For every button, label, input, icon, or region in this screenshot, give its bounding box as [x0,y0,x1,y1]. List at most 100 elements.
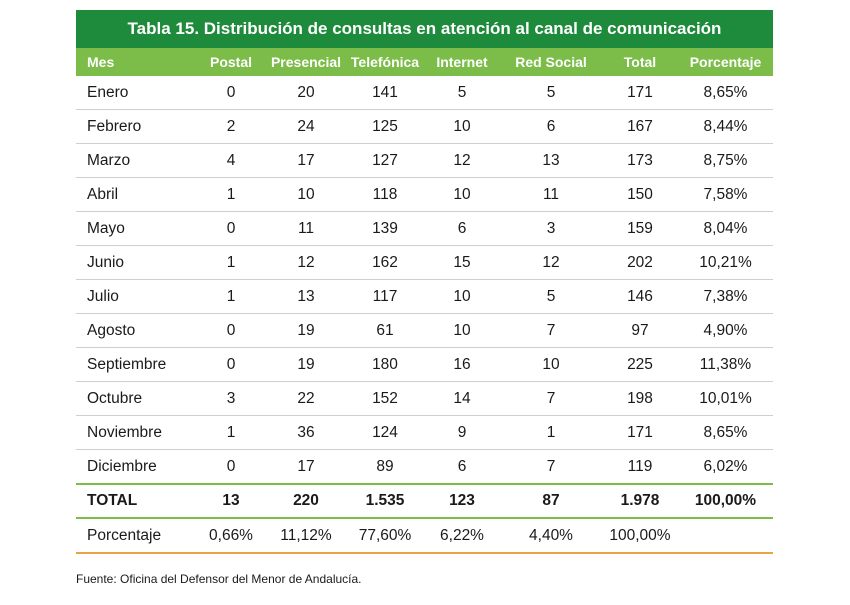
value-cell: 12 [424,143,500,178]
value-cell: 171 [602,76,678,110]
total-cell: 1.535 [346,483,424,519]
value-cell: 10,21% [678,245,773,280]
total-cell: 13 [196,483,266,519]
value-cell: 17 [266,449,346,485]
month-cell: Enero [76,76,196,110]
value-cell: 225 [602,347,678,382]
value-cell: 0 [196,449,266,485]
value-cell: 10 [424,177,500,212]
column-header-red-social: Red Social [500,48,602,76]
value-cell: 10 [424,109,500,144]
value-cell: 11 [266,211,346,246]
percentage-cell [678,518,773,554]
value-cell: 150 [602,177,678,212]
month-cell: Marzo [76,143,196,178]
value-cell: 20 [266,76,346,110]
value-cell: 2 [196,109,266,144]
value-cell: 10 [424,279,500,314]
value-cell: 10 [266,177,346,212]
month-cell: Agosto [76,313,196,348]
value-cell: 11 [500,177,602,212]
value-cell: 12 [500,245,602,280]
value-cell: 171 [602,415,678,450]
value-cell: 202 [602,245,678,280]
value-cell: 11,38% [678,347,773,382]
total-cell: 123 [424,483,500,519]
total-cell: TOTAL [76,483,196,519]
value-cell: 6 [424,211,500,246]
value-cell: 7 [500,313,602,348]
column-header-postal: Postal [196,48,266,76]
value-cell: 17 [266,143,346,178]
value-cell: 13 [266,279,346,314]
month-cell: Mayo [76,211,196,246]
value-cell: 8,65% [678,415,773,450]
value-cell: 19 [266,347,346,382]
value-cell: 127 [346,143,424,178]
percentage-row: Porcentaje 0,66% 11,12% 77,60% 6,22% 4,4… [76,518,773,554]
value-cell: 139 [346,211,424,246]
header-row: Mes Postal Presencial Telefónica Interne… [76,48,773,76]
value-cell: 7 [500,381,602,416]
source-note: Fuente: Oficina del Defensor del Menor d… [76,572,362,586]
total-cell: 87 [500,483,602,519]
table-row: Febrero 2 24 125 10 6 167 8,44% [76,109,773,144]
data-table: Mes Postal Presencial Telefónica Interne… [76,48,773,554]
value-cell: 5 [500,76,602,110]
value-cell: 6,02% [678,449,773,485]
value-cell: 8,04% [678,211,773,246]
value-cell: 0 [196,347,266,382]
value-cell: 173 [602,143,678,178]
month-cell: Julio [76,279,196,314]
value-cell: 6 [424,449,500,485]
total-row: TOTAL 13 220 1.535 123 87 1.978 100,00% [76,483,773,519]
month-cell: Febrero [76,109,196,144]
value-cell: 19 [266,313,346,348]
value-cell: 1 [196,415,266,450]
value-cell: 10,01% [678,381,773,416]
value-cell: 1 [196,279,266,314]
table-row: Enero 0 20 141 5 5 171 8,65% [76,76,773,110]
total-cell: 220 [266,483,346,519]
table-row: Noviembre 1 36 124 9 1 171 8,65% [76,415,773,450]
table-title: Tabla 15. Distribución de consultas en a… [76,10,773,48]
month-cell: Diciembre [76,449,196,485]
value-cell: 180 [346,347,424,382]
column-header-presencial: Presencial [266,48,346,76]
table-container: Tabla 15. Distribución de consultas en a… [76,10,773,554]
percentage-cell: 6,22% [424,518,500,554]
table-row: Junio 1 12 162 15 12 202 10,21% [76,245,773,280]
value-cell: 125 [346,109,424,144]
value-cell: 9 [424,415,500,450]
table-row: Abril 1 10 118 10 11 150 7,58% [76,177,773,212]
value-cell: 89 [346,449,424,485]
value-cell: 8,75% [678,143,773,178]
value-cell: 0 [196,313,266,348]
value-cell: 7,38% [678,279,773,314]
table-row: Septiembre 0 19 180 16 10 225 11,38% [76,347,773,382]
value-cell: 5 [424,76,500,110]
percentage-cell: 77,60% [346,518,424,554]
value-cell: 12 [266,245,346,280]
month-cell: Junio [76,245,196,280]
month-cell: Noviembre [76,415,196,450]
table-row: Marzo 4 17 127 12 13 173 8,75% [76,143,773,178]
value-cell: 97 [602,313,678,348]
percentage-cell: 11,12% [266,518,346,554]
value-cell: 61 [346,313,424,348]
value-cell: 6 [500,109,602,144]
value-cell: 0 [196,211,266,246]
value-cell: 141 [346,76,424,110]
month-cell: Septiembre [76,347,196,382]
value-cell: 8,44% [678,109,773,144]
month-cell: Octubre [76,381,196,416]
value-cell: 10 [424,313,500,348]
column-header-total: Total [602,48,678,76]
value-cell: 10 [500,347,602,382]
value-cell: 15 [424,245,500,280]
value-cell: 167 [602,109,678,144]
value-cell: 118 [346,177,424,212]
table-row: Mayo 0 11 139 6 3 159 8,04% [76,211,773,246]
table-row: Octubre 3 22 152 14 7 198 10,01% [76,381,773,416]
value-cell: 14 [424,381,500,416]
